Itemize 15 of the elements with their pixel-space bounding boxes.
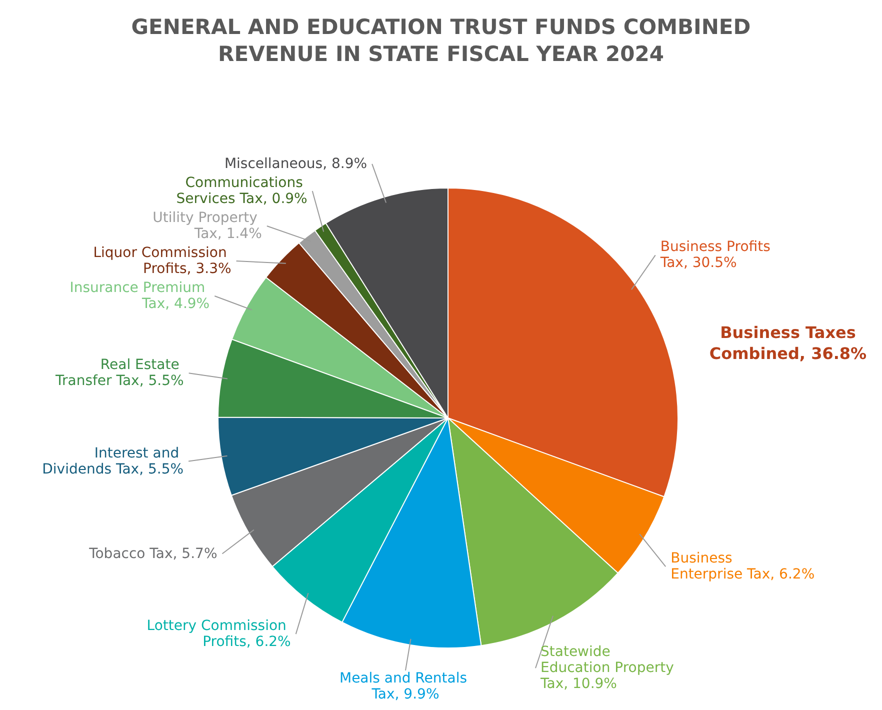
slice-label: Real Estate Transfer Tax, 5.5% [54,357,184,390]
chart-title: GENERAL AND EDUCATION TRUST FUNDS COMBINED REVENUE IN STATE FISCAL YEAR 2024 [131,15,751,66]
text: Business Taxes Combined, 36.8% [709,323,867,363]
slice-label: Liquor Commission Profits, 3.3% [93,244,232,277]
slice-label: Business Profits Tax, 30.5% [659,239,775,272]
slice-label: Tobacco Tax, 5.7% [88,546,218,562]
slice-label: Utility Property Tax, 1.4% [152,210,262,242]
slice-label: Lottery Commission Profits, 6.2% [146,618,291,650]
slice-label: Meals and Rentals Tax, 9.9% [339,670,472,702]
slice-label: Interest and Dividends Tax, 5.5% [42,445,184,478]
slice-label: Communications Services Tax, 0.9% [176,174,308,207]
slice-label: Insurance Premium Tax, 4.9% [70,280,210,312]
slice-label: Statewide Education Property Tax, 10.9% [540,644,678,692]
slice-label: Business Enterprise Tax, 6.2% [670,550,815,583]
slice-label: Miscellaneous, 8.9% [224,156,368,172]
